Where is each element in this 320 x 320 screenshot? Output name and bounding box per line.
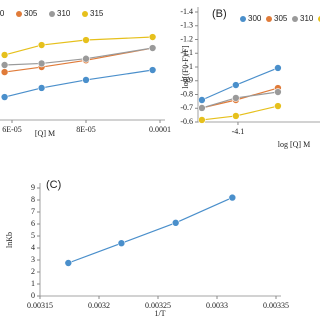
y-axis-label: lnKb [5,232,14,248]
panel-title: (C) [46,179,61,191]
data-point [37,41,46,49]
series-line [68,197,233,264]
y-tick-label: 1 [31,279,35,288]
legend-marker [49,11,55,17]
series-line [4,69,153,98]
series-line [4,47,153,73]
legend-label: 310 [300,14,314,23]
series-line [201,105,279,121]
x-tick-label: 8E-05 [76,125,96,134]
data-point [274,88,282,96]
legend-label: 300 [0,9,5,18]
data-point [64,259,73,267]
y-tick-label: 6 [31,219,35,228]
legend-marker [82,11,88,17]
y-tick-label: -0.9 [180,76,193,85]
legend-marker [292,16,298,22]
y-tick-label: 2 [31,267,35,276]
legend-label: 300 [248,14,262,23]
legend-marker [16,11,22,17]
data-point [117,239,126,247]
x-tick-label: 0.00315 [27,301,53,310]
y-tick-label: -1.4 [180,7,193,16]
series-line [4,47,153,66]
data-point [148,66,157,74]
y-axis-label: log[(F0-F)/F] [181,45,190,88]
data-point [171,219,180,227]
y-tick-label: 4 [31,243,35,252]
y-tick-label: 3 [31,255,35,264]
data-point [198,116,206,124]
series-line [4,36,153,56]
y-tick-label: -0.6 [180,117,193,126]
data-point [232,94,240,102]
data-point [232,81,240,89]
data-point [82,36,90,44]
legend-label: 310 [57,9,71,18]
data-point [274,102,282,110]
legend-label: 315 [90,9,104,18]
y-tick-label: 9 [31,183,35,192]
data-point [148,33,157,41]
data-point [228,193,237,202]
y-tick-label: -1 [186,62,193,71]
x-tick-label: -4.1 [232,127,245,136]
x-tick-label: 6E-05 [2,125,22,134]
legend-label: 305 [274,14,288,23]
data-point [0,61,9,69]
data-point [274,64,282,72]
data-point [82,76,90,84]
y-tick-label: -1.2 [180,34,193,43]
data-point [148,44,157,52]
y-tick-label: -1.1 [180,48,193,57]
x-tick-label: 0.0032 [88,301,110,310]
legend-marker [240,16,246,22]
y-tick-label: 5 [31,231,35,240]
data-point [198,104,206,112]
x-axis-label: [Q] M [35,129,55,138]
y-tick-label: -1.3 [180,21,193,30]
data-point [198,96,206,104]
data-point [82,54,90,63]
x-axis-label: 1/T [154,309,165,318]
y-tick-label: 7 [31,207,35,216]
data-point [37,84,46,92]
data-point [0,68,9,76]
x-tick-label: 0.00325 [145,301,171,310]
x-tick-label: 0.00335 [263,301,289,310]
data-point [0,93,9,101]
x-axis-label: log [Q] M [278,140,310,149]
legend-label: 305 [24,9,38,18]
series-line [201,67,279,101]
data-point [37,59,46,68]
data-point [232,112,240,120]
legend-marker [266,16,272,22]
y-tick-label: 8 [31,195,35,204]
y-tick-label: -0.7 [180,103,193,112]
y-tick-label: -0.8 [180,89,193,98]
data-point [0,51,9,59]
x-tick-label: 0.0033 [206,301,228,310]
x-tick-label: 0.0001 [149,125,171,134]
y-tick-label: 0 [31,291,35,300]
panel-title: (B) [212,8,227,20]
